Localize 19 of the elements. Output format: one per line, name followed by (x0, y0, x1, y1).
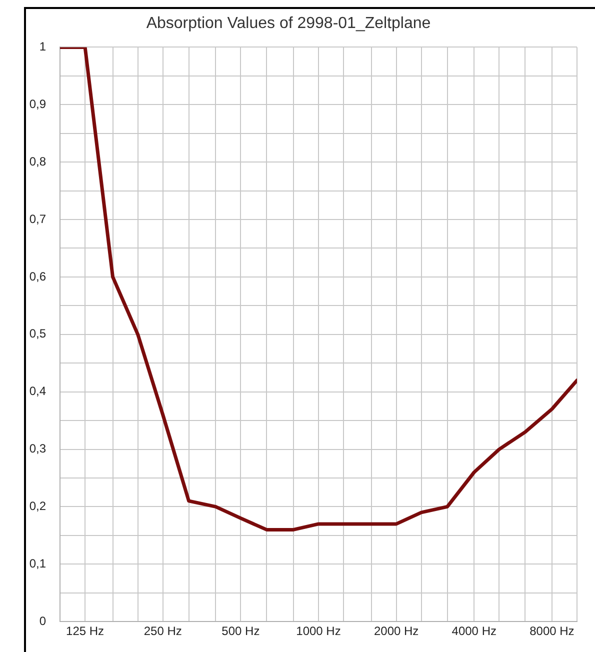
y-tick-label: 1 (39, 40, 46, 54)
y-tick-label: 0,3 (29, 442, 46, 456)
y-tick-label: 0,5 (29, 326, 46, 341)
x-tick-label: 125 Hz (66, 624, 104, 638)
x-tick-label: 8000 Hz (530, 624, 574, 638)
y-tick-label: 0,7 (29, 212, 46, 226)
y-tick-label: 0,1 (29, 556, 46, 570)
y-tick-label: 0 (39, 614, 46, 628)
y-tick-label: 0,8 (29, 154, 46, 168)
chart-title: Absorption Values of 2998-01_Zeltplane (146, 15, 431, 32)
y-tick-label: 0,9 (29, 96, 46, 111)
x-tick-label: 2000 Hz (374, 624, 419, 638)
y-tick-label: 0,6 (29, 269, 46, 284)
y-tick-label: 0,4 (29, 384, 46, 398)
y-tick-label: 0,2 (29, 499, 46, 514)
x-tick-label: 4000 Hz (452, 624, 496, 638)
x-tick-label: 250 Hz (144, 624, 182, 638)
x-tick-label: 500 Hz (222, 624, 260, 638)
x-tick-label: 1000 Hz (296, 624, 341, 638)
